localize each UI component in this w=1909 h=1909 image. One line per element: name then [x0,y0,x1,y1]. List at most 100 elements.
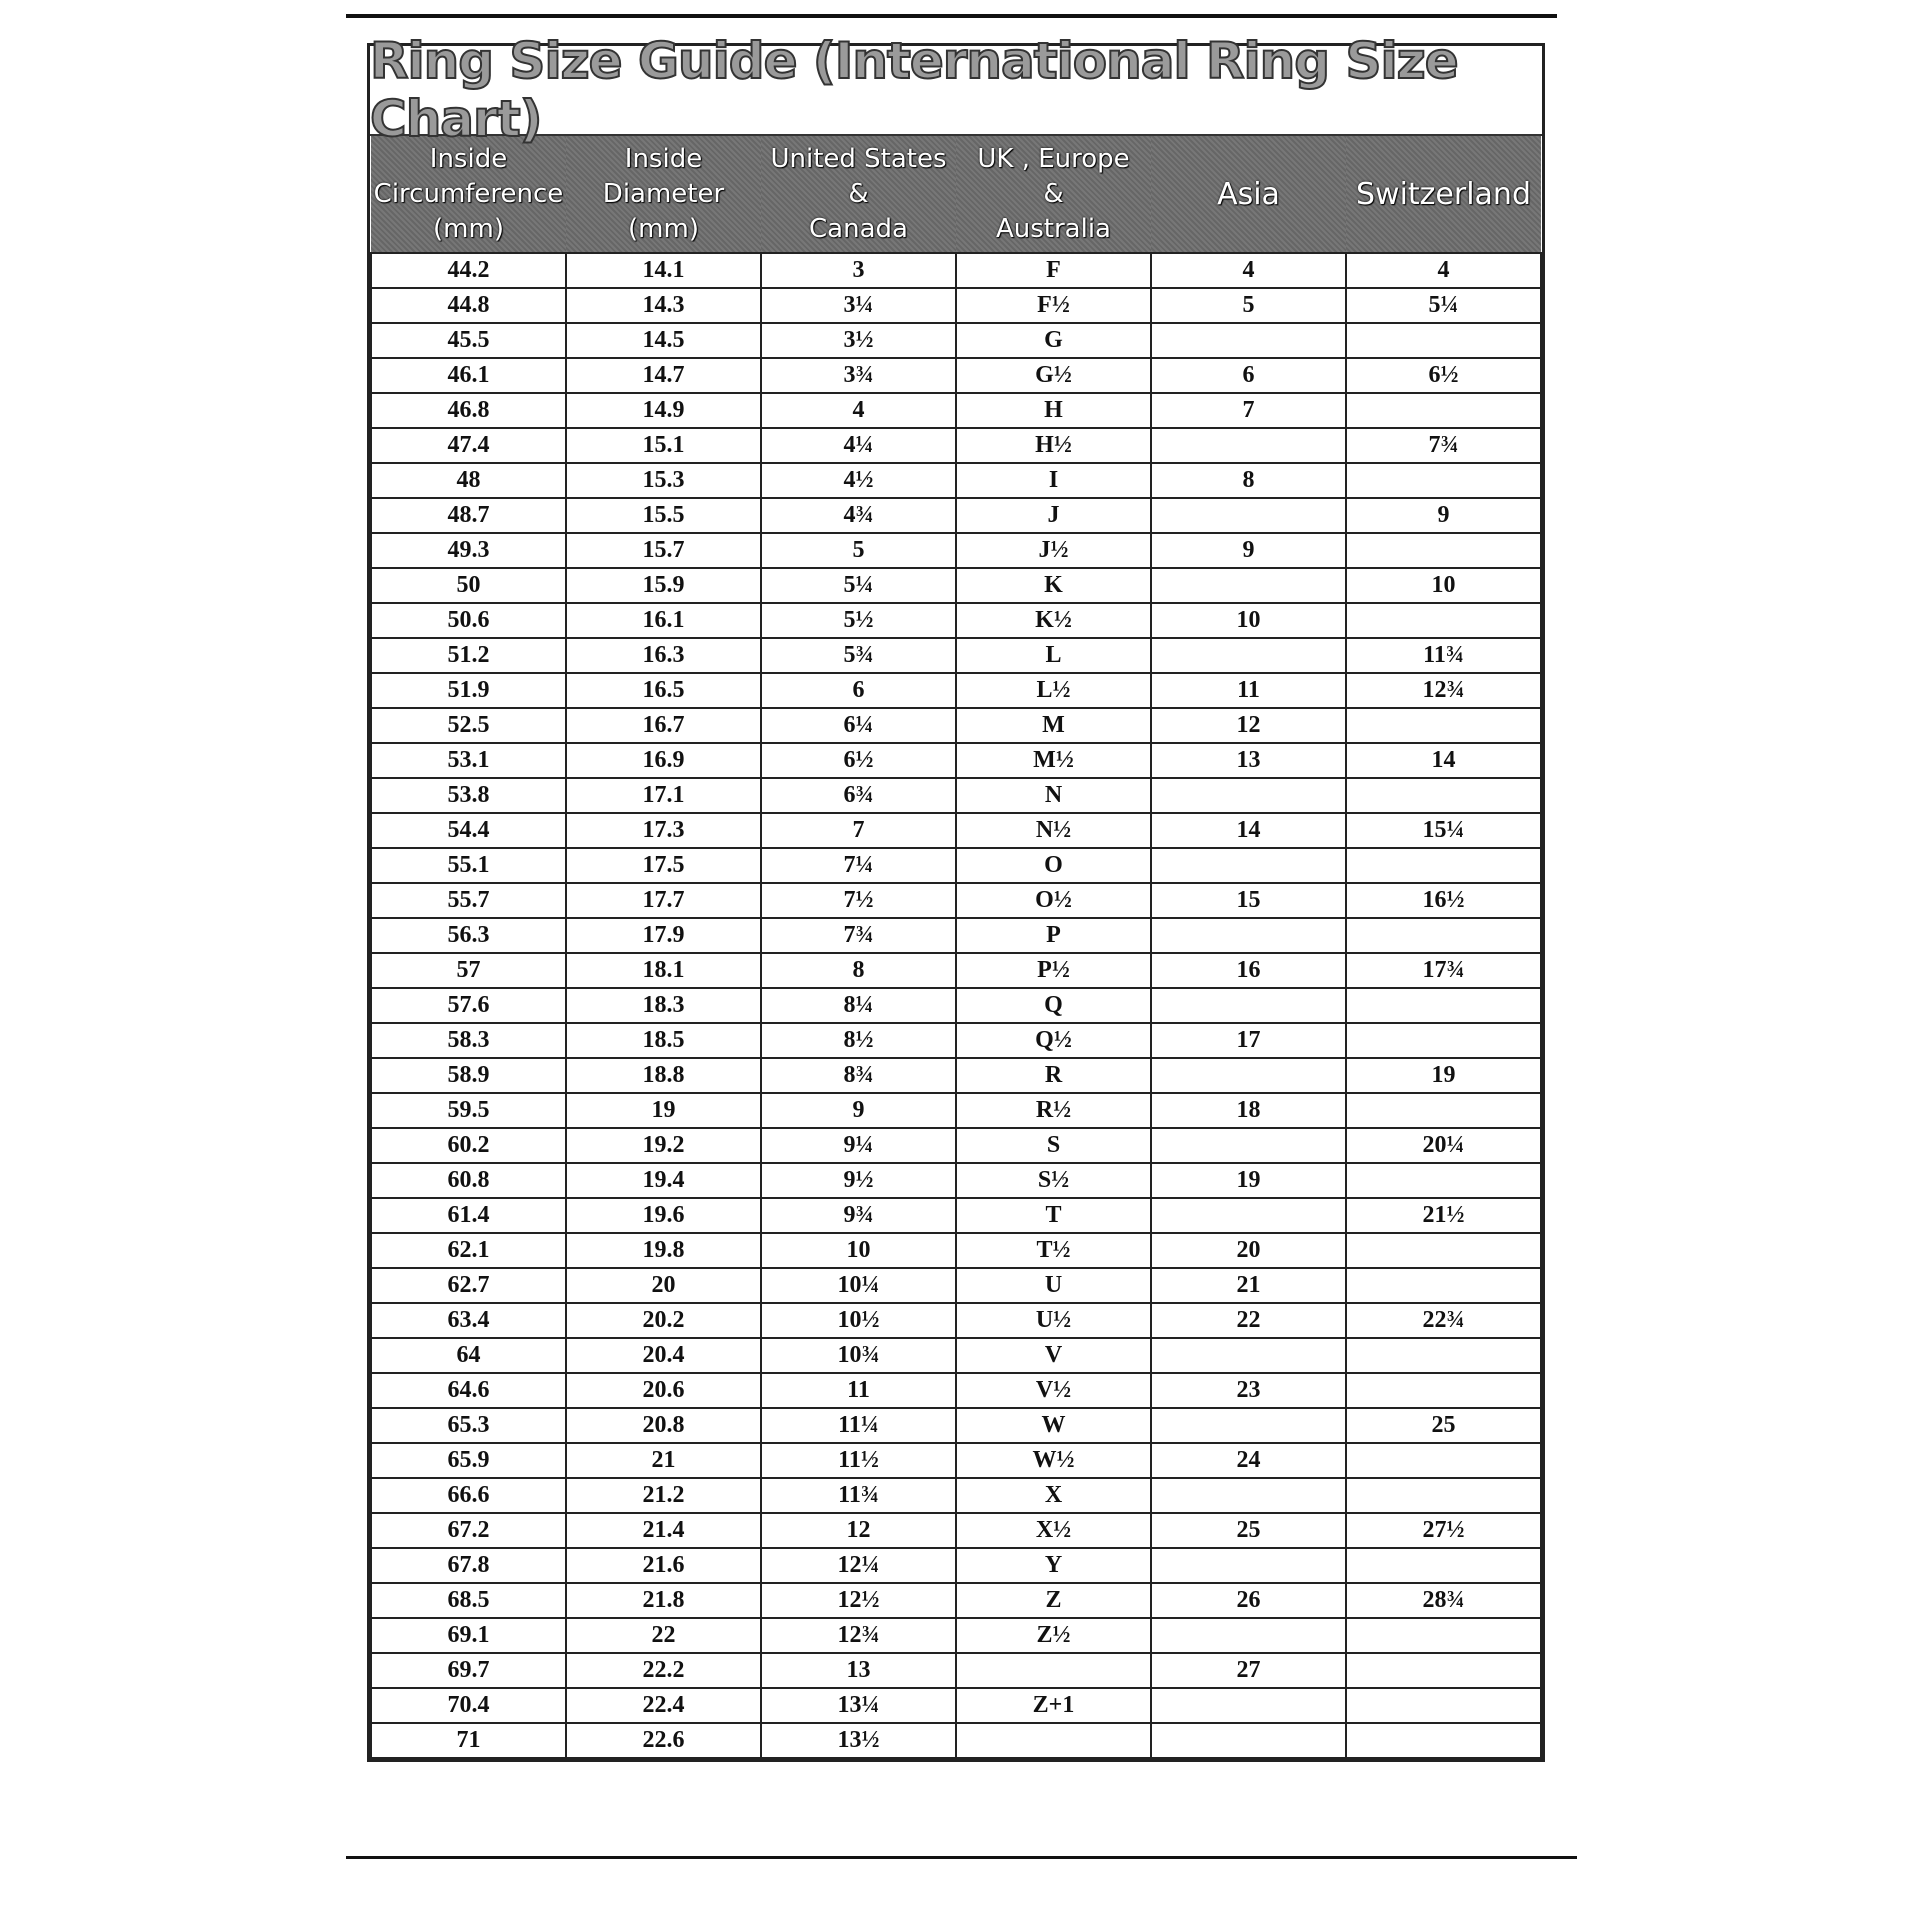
table-cell: 16.1 [565,602,762,639]
table-cell: Z [955,1582,1152,1619]
table-cell [1150,497,1347,534]
table-cell: 7 [1150,392,1347,429]
table-cell: 17.7 [565,882,762,919]
table-cell: 16.7 [565,707,762,744]
table-cell [955,1652,1152,1689]
table-cell: 13¼ [760,1687,957,1724]
column-header-line: Inside [624,143,703,174]
table-cell: 45.5 [370,322,567,359]
table-cell: O½ [955,882,1152,919]
table-cell: 22 [565,1617,762,1654]
table-cell: 44.2 [370,252,567,289]
column-header: Inside Circumference (mm) [371,136,566,253]
table-cell: 26 [1150,1582,1347,1619]
table-cell: F [955,252,1152,289]
table-cell: J [955,497,1152,534]
table-cell: 5¼ [1345,287,1542,324]
table-cell [1150,1477,1347,1514]
table-row: 68.5 21.8 12½ Z 26 28¾ [370,1582,1542,1619]
table-cell: 9 [760,1092,957,1129]
table-row: 61.4 19.6 9¾ T 21½ [370,1197,1542,1234]
table-cell: 7½ [760,882,957,919]
table-cell: 8 [760,952,957,989]
table-row: 48 15.3 4½ I 8 [370,462,1542,499]
table-cell: 64.6 [370,1372,567,1409]
table-cell: 21½ [1345,1197,1542,1234]
table-cell [1150,1197,1347,1234]
table-cell: 23 [1150,1372,1347,1409]
bottom-rule [346,1856,1577,1859]
table-cell: 9¼ [760,1127,957,1164]
table-cell: 4½ [760,462,957,499]
table-cell: 69.1 [370,1617,567,1654]
table-cell: 14.9 [565,392,762,429]
table-cell: 3½ [760,322,957,359]
column-header-line: Asia [1217,176,1280,212]
table-cell: 51.2 [370,637,567,674]
table-cell [1150,1617,1347,1654]
table-cell: 21.8 [565,1582,762,1619]
table-cell: 6 [760,672,957,709]
table-cell [1150,847,1347,884]
table-cell: 47.4 [370,427,567,464]
table-cell: 63.4 [370,1302,567,1339]
table-cell: O [955,847,1152,884]
table-cell: 9½ [760,1162,957,1199]
top-rule [346,14,1557,18]
table-cell: 15.1 [565,427,762,464]
table-cell: 18 [1150,1092,1347,1129]
table-cell: 5 [760,532,957,569]
table-cell: 13½ [760,1722,957,1759]
table-cell: 46.1 [370,357,567,394]
table-cell: 8¾ [760,1057,957,1094]
table-cell: 60.2 [370,1127,567,1164]
column-header: United States & Canada [761,136,956,253]
table-cell: 19 [1345,1057,1542,1094]
table-cell: N [955,777,1152,814]
table-cell: 10¾ [760,1337,957,1374]
table-cell: 22 [1150,1302,1347,1339]
table-cell: Q½ [955,1022,1152,1059]
table-row: 54.4 17.3 7 N½ 14 15¼ [370,812,1542,849]
table-cell: 20.4 [565,1337,762,1374]
table-cell: 15.3 [565,462,762,499]
table-cell [1345,777,1542,814]
table-cell: 19.6 [565,1197,762,1234]
table-cell [1345,1547,1542,1584]
table-cell [1150,987,1347,1024]
table-cell: 18.8 [565,1057,762,1094]
column-header-line: Switzerland [1356,176,1531,212]
table-cell: X [955,1477,1152,1514]
column-header: Inside Diameter (mm) [566,136,761,253]
table-cell: 57.6 [370,987,567,1024]
table-cell: 7¼ [760,847,957,884]
table-row: 65.9 21 11½ W½ 24 [370,1442,1542,1479]
table-cell: 11¼ [760,1407,957,1444]
table-cell: 17¾ [1345,952,1542,989]
table-cell: 48 [370,462,567,499]
table-row: 64 20.4 10¾ V [370,1337,1542,1374]
table-cell [1345,602,1542,639]
table-cell: 3 [760,252,957,289]
table-row: 47.4 15.1 4¼ H½ 7¾ [370,427,1542,464]
table-cell: 22.4 [565,1687,762,1724]
column-header-line: Diameter [602,178,725,209]
table-cell: G [955,322,1152,359]
table-cell [1150,1127,1347,1164]
table-cell: 6¼ [760,707,957,744]
table-cell: 8¼ [760,987,957,1024]
table-row: 57 18.1 8 P½ 16 17¾ [370,952,1542,989]
table-cell: Q [955,987,1152,1024]
table-cell: 12 [760,1512,957,1549]
table-cell: H [955,392,1152,429]
table-cell [1345,1687,1542,1724]
table-cell [1345,1232,1542,1269]
table-cell: 62.1 [370,1232,567,1269]
table-cell: 20.6 [565,1372,762,1409]
table-cell: 22.6 [565,1722,762,1759]
table-cell: 17.5 [565,847,762,884]
table-cell: 17.9 [565,917,762,954]
table-row: 71 22.6 13½ [370,1722,1542,1759]
size-table: Inside Circumference (mm) Inside Diameter (mm… [370,136,1542,1759]
table-cell: 25 [1345,1407,1542,1444]
